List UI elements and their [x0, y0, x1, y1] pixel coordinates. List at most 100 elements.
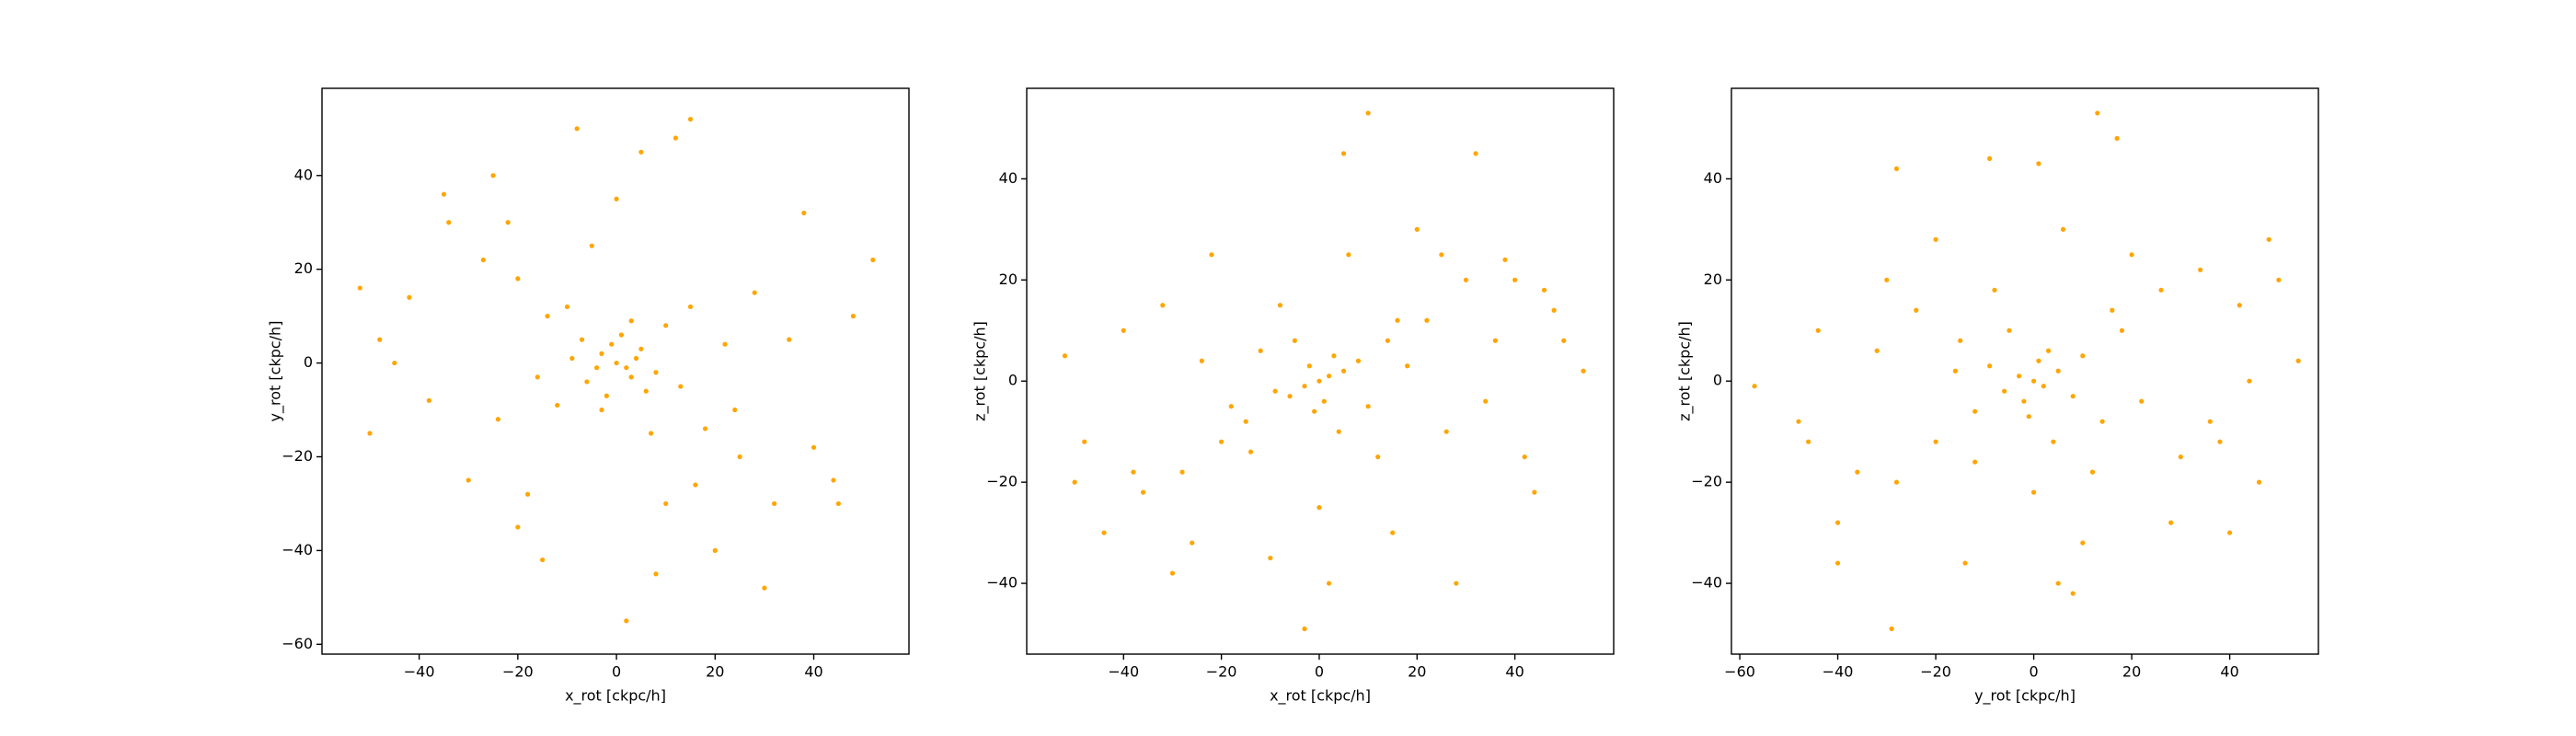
point — [1258, 348, 1263, 353]
point — [1463, 277, 1469, 282]
point — [801, 210, 807, 216]
point — [2178, 454, 2183, 460]
point — [638, 346, 644, 351]
point — [1121, 328, 1126, 333]
point — [1160, 303, 1166, 308]
y-axis-label: z_rot [ckpc/h] — [972, 321, 990, 421]
point — [2070, 394, 2076, 399]
y-tick-label: −40 — [1691, 574, 1722, 592]
point — [1268, 555, 1273, 561]
point — [1346, 252, 1351, 258]
point — [762, 585, 767, 591]
point — [2129, 252, 2134, 258]
point — [2217, 439, 2223, 444]
x-tick-label: 0 — [1315, 663, 1324, 681]
point — [2045, 348, 2052, 353]
point — [643, 388, 649, 394]
x-axis-label: x_rot [ckpc/h] — [1270, 687, 1371, 706]
point — [1522, 454, 1527, 460]
point — [1209, 252, 1214, 258]
point — [579, 337, 585, 342]
point — [1365, 404, 1371, 409]
point — [2256, 479, 2262, 485]
point — [2276, 277, 2282, 282]
x-tick-label: 20 — [2122, 663, 2141, 681]
point — [2030, 489, 2037, 495]
point — [1987, 155, 1993, 161]
point — [1439, 252, 1444, 258]
point — [609, 341, 615, 347]
point — [1884, 277, 1890, 282]
point — [1326, 374, 1332, 379]
point — [466, 477, 471, 483]
point — [1179, 469, 1185, 475]
point — [1454, 581, 1459, 586]
point — [614, 196, 619, 201]
point — [772, 500, 777, 507]
point — [2080, 353, 2086, 359]
point — [2295, 358, 2301, 363]
point — [1796, 419, 1801, 424]
point — [407, 294, 412, 300]
y-tick-label: −20 — [986, 473, 1018, 490]
point — [524, 491, 531, 497]
point — [752, 290, 757, 295]
point — [1082, 439, 1087, 444]
point — [1169, 570, 1176, 576]
point — [1987, 363, 1993, 369]
point — [1893, 479, 1900, 485]
point — [2036, 358, 2041, 363]
point — [1326, 581, 1332, 586]
axes-frame — [1731, 87, 2319, 655]
y-tick-label: 0 — [1713, 372, 1722, 389]
point — [1272, 388, 1278, 394]
point — [1551, 307, 1557, 313]
point — [2080, 540, 2086, 546]
x-tick-label: 0 — [612, 663, 621, 681]
y-tick-label: 40 — [294, 166, 313, 183]
point — [811, 444, 817, 450]
point — [2158, 287, 2164, 293]
point — [1340, 368, 1347, 374]
point — [2051, 439, 2056, 444]
point — [564, 304, 570, 310]
x-tick-label: 40 — [2220, 663, 2238, 681]
point — [2055, 368, 2061, 374]
point — [540, 557, 546, 563]
point — [787, 337, 792, 342]
point — [377, 337, 383, 342]
point — [2247, 378, 2252, 384]
x-axis-label: x_rot [ckpc/h] — [565, 687, 666, 706]
point — [1483, 398, 1489, 404]
point — [1336, 429, 1341, 434]
point — [2017, 374, 2022, 379]
point — [594, 365, 600, 371]
point — [1933, 439, 1938, 444]
point — [2110, 307, 2115, 313]
y-tick-label: 40 — [1704, 169, 1722, 187]
point — [2030, 378, 2037, 384]
point — [1072, 479, 1077, 485]
point — [1287, 394, 1293, 399]
point — [2168, 520, 2174, 525]
point — [712, 547, 718, 553]
point — [589, 243, 594, 248]
point — [2099, 419, 2105, 424]
axes-frame — [1026, 87, 1615, 655]
point — [2114, 135, 2120, 142]
point — [569, 355, 575, 362]
point — [1502, 257, 1508, 262]
y-tick-label: 0 — [1008, 372, 1018, 389]
point — [1972, 459, 1978, 465]
point — [737, 454, 742, 460]
point — [1962, 560, 1968, 566]
point — [687, 304, 694, 310]
point — [2026, 414, 2031, 420]
point — [693, 482, 698, 488]
y-tick-label: −40 — [282, 541, 313, 558]
point — [2060, 226, 2066, 232]
point — [1473, 151, 1478, 156]
point — [2119, 328, 2125, 333]
y-axis-label: z_rot [ckpc/h] — [1676, 321, 1695, 421]
